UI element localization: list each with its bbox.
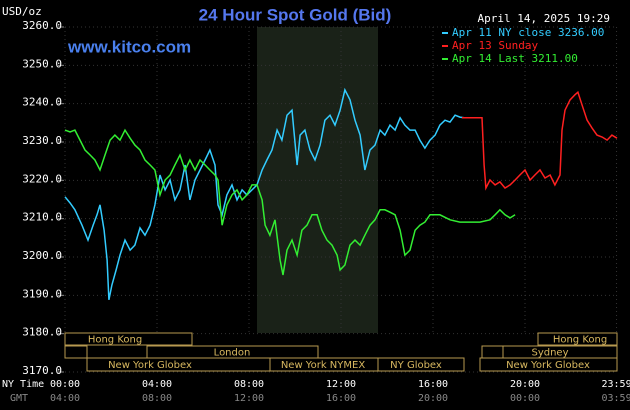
session-box <box>481 345 504 359</box>
x-tick-label: 20:00 <box>510 379 540 390</box>
y-tick-label: 3180.0 <box>22 326 62 339</box>
price-line <box>64 128 516 276</box>
session-label: New York NYMEX <box>281 360 366 371</box>
session-box <box>377 357 465 372</box>
legend-label: Apr 14 Last 3211.00 <box>452 52 578 65</box>
session-label: Sydney <box>531 348 568 359</box>
y-tick-label: 3170.0 <box>22 364 62 377</box>
chart-title: 24 Hour Spot Gold (Bid) <box>199 5 392 24</box>
x2-tick-label: 20:00 <box>418 393 448 404</box>
session-label: London <box>214 348 251 359</box>
y-axis-label: USD/oz <box>2 5 42 18</box>
y-tick-label: 3220.0 <box>22 172 62 185</box>
x2-tick-label: 12:00 <box>234 393 264 404</box>
x2-tick-label: 00:00 <box>510 393 540 404</box>
x2-tick-label: 16:00 <box>326 393 356 404</box>
y-tick-label: 3260.0 <box>22 19 62 32</box>
session-box <box>64 332 193 346</box>
lines <box>64 87 618 301</box>
x2-tick-label: 03:59 <box>601 393 630 404</box>
legend-label: Apr 13 Sunday <box>452 39 538 52</box>
session-label: New York Globex <box>108 360 192 371</box>
y-tick-label: 3250.0 <box>22 57 62 70</box>
session-label: Hong Kong <box>88 335 142 346</box>
session-label: Hong Kong <box>553 335 607 346</box>
y-tick-label: 3200.0 <box>22 249 62 262</box>
session-box <box>64 345 88 359</box>
y-tick-label: 3190.0 <box>22 287 62 300</box>
x-tick-label: 08:00 <box>234 379 264 390</box>
price-line <box>64 87 465 301</box>
y-tick-label: 3230.0 <box>22 134 62 147</box>
x2-axis-label: GMT <box>10 393 28 404</box>
y-tick-label: 3240.0 <box>22 96 62 109</box>
source: www.kitco.com <box>67 37 191 56</box>
x2-tick-label: 08:00 <box>142 393 172 404</box>
session-label: NY Globex <box>390 360 442 371</box>
x-tick-label: 00:00 <box>50 379 80 390</box>
x2-tick-label: 04:00 <box>50 393 80 404</box>
sessions: Hong Kong London New York Globex New Yor… <box>64 332 618 372</box>
x-tick-label: 04:00 <box>142 379 172 390</box>
x-tick-label: 12:00 <box>326 379 356 390</box>
x-axis-label: NY Time <box>2 379 44 390</box>
price-line <box>462 90 618 191</box>
session-label: New York Globex <box>506 360 590 371</box>
y-tick-label: 3210.0 <box>22 211 62 224</box>
legend-label: Apr 11 NY close 3236.00 <box>452 26 604 39</box>
x-tick-label: 16:00 <box>418 379 448 390</box>
session-box <box>479 357 618 372</box>
x-tick-label: 23:59 <box>601 379 630 390</box>
session-box <box>537 332 618 346</box>
timestamp: April 14, 2025 19:29 <box>478 12 610 25</box>
